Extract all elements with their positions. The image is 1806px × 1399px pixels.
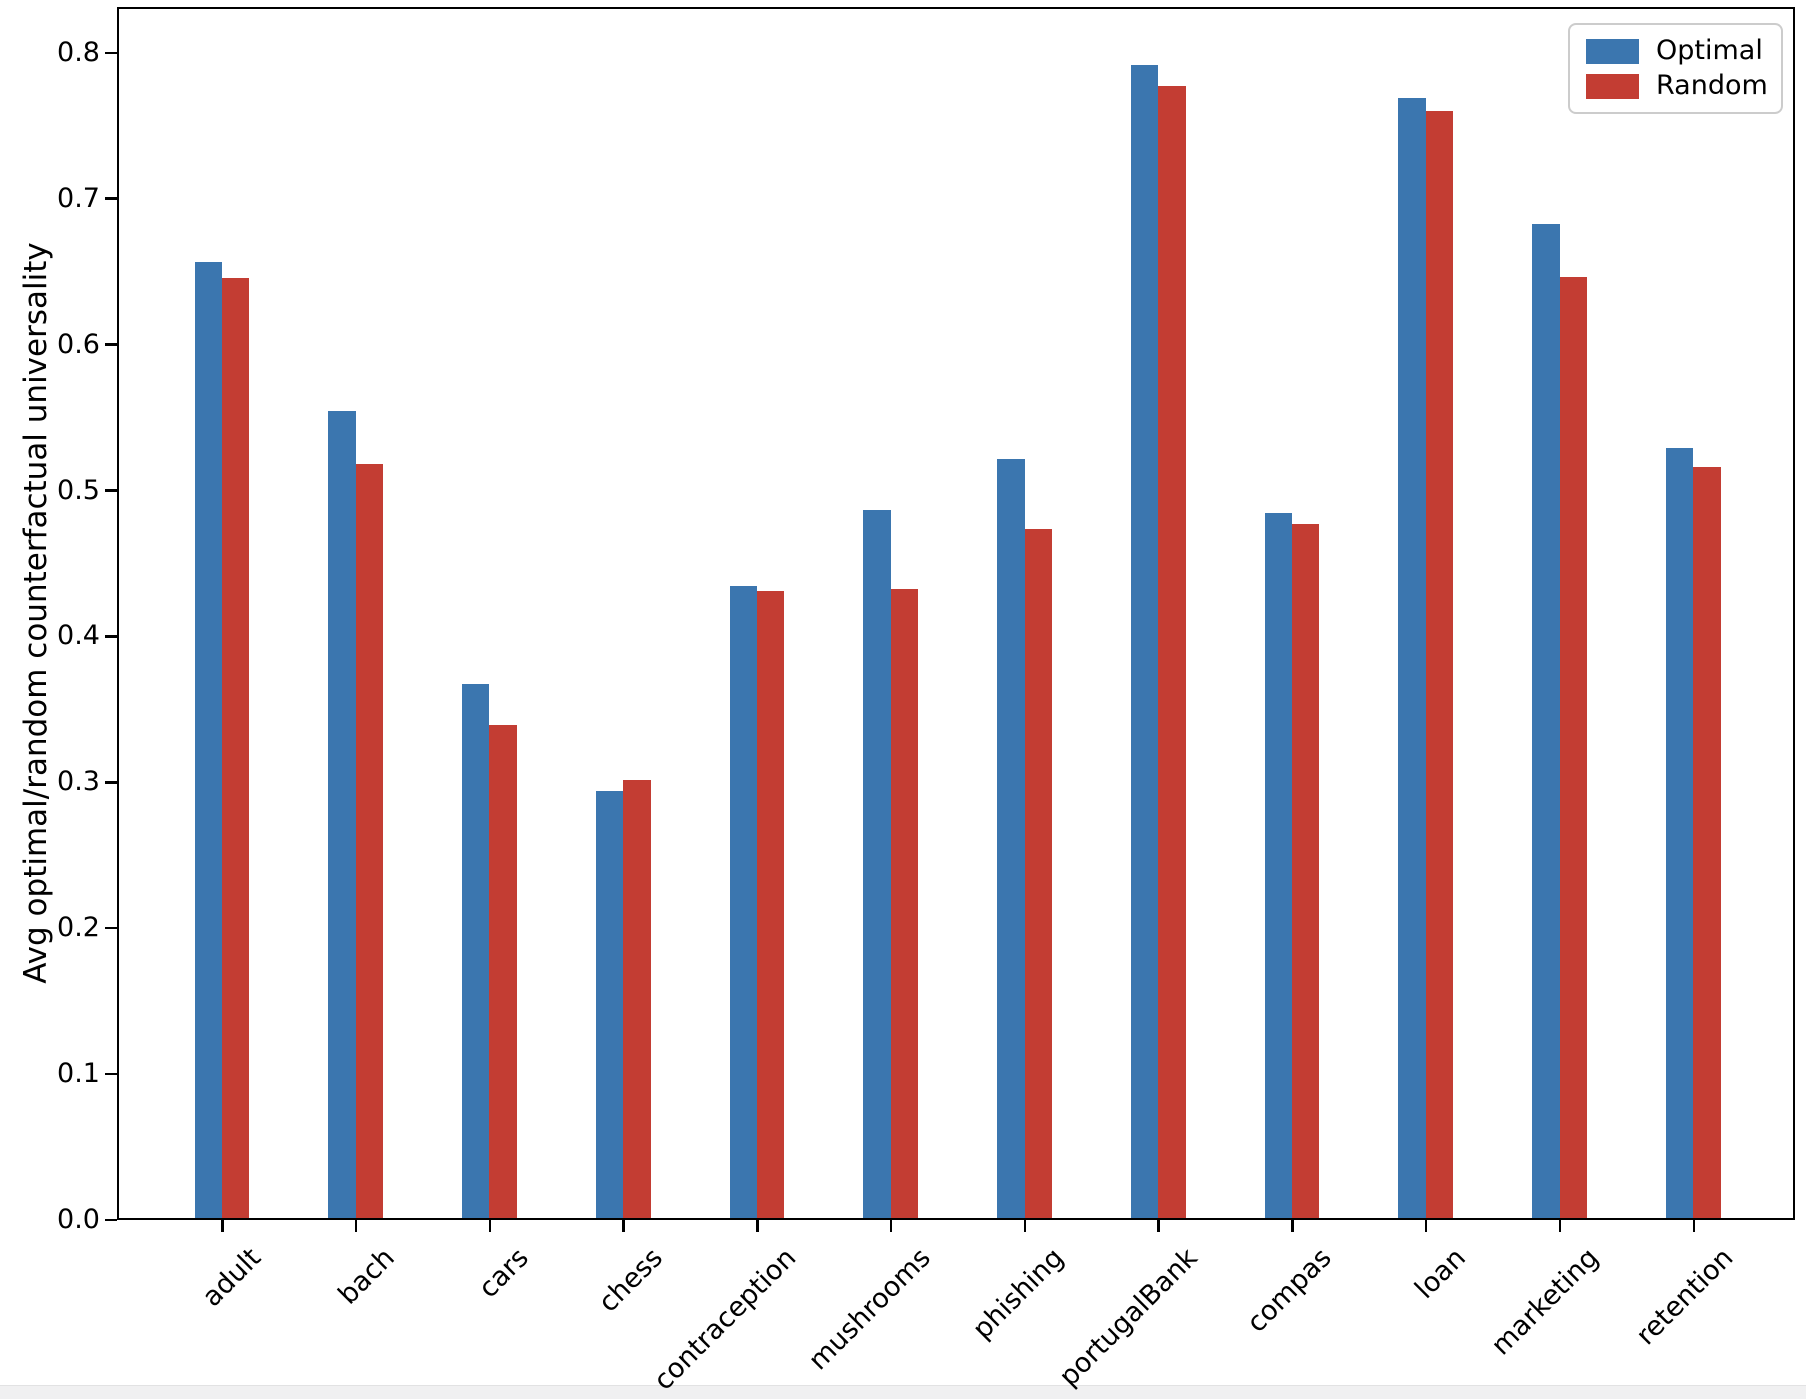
- bar-optimal-phishing: [997, 459, 1025, 1218]
- x-tick-mark: [1023, 1220, 1027, 1232]
- y-tick-mark: [105, 1072, 117, 1076]
- plot-area: [117, 7, 1795, 1220]
- y-tick-mark: [105, 635, 117, 638]
- x-tick-mark: [889, 1220, 893, 1232]
- bar-optimal-contraception: [729, 586, 757, 1218]
- x-tick-label-marketing: marketing: [1486, 1242, 1606, 1362]
- y-tick-label: 0.8: [57, 36, 100, 68]
- x-tick-label-compas: compas: [1241, 1242, 1338, 1339]
- bar-random-cars: [489, 724, 517, 1218]
- x-tick-mark: [488, 1220, 492, 1232]
- x-tick-label-loan: loan: [1408, 1242, 1472, 1306]
- x-tick-label-bach: bach: [332, 1242, 402, 1311]
- bar-random-phishing: [1024, 529, 1052, 1218]
- y-tick-label: 0.6: [57, 328, 100, 360]
- bar-optimal-compas: [1264, 513, 1293, 1218]
- bar-optimal-portugalBank: [1130, 65, 1159, 1218]
- y-tick-label: 0.1: [57, 1058, 100, 1090]
- legend: Optimal Random: [1568, 23, 1783, 114]
- legend-swatch-random: [1586, 73, 1639, 99]
- bar-random-adult: [221, 278, 250, 1218]
- y-tick-mark: [105, 51, 117, 55]
- y-tick-mark: [105, 926, 117, 930]
- bar-optimal-bach: [328, 411, 356, 1218]
- bar-optimal-retention: [1665, 447, 1694, 1218]
- legend-item-optimal: Optimal: [1586, 36, 1765, 66]
- x-tick-mark: [622, 1220, 625, 1232]
- bar-random-retention: [1693, 466, 1721, 1218]
- x-tick-mark: [756, 1220, 759, 1232]
- bar-random-compas: [1292, 523, 1320, 1218]
- y-tick-label: 0.2: [57, 912, 100, 944]
- x-tick-mark: [354, 1220, 358, 1232]
- y-tick-label: 0.4: [57, 620, 100, 652]
- x-tick-mark: [1558, 1220, 1562, 1232]
- x-tick-label-retention: retention: [1629, 1242, 1739, 1352]
- y-tick-label: 0.3: [57, 766, 100, 798]
- x-tick-mark: [1692, 1220, 1696, 1232]
- x-tick-mark: [1291, 1220, 1294, 1232]
- bar-random-loan: [1425, 110, 1454, 1218]
- x-tick-mark: [221, 1220, 224, 1232]
- y-tick-mark: [105, 489, 117, 492]
- bar-optimal-adult: [194, 262, 222, 1218]
- bar-optimal-loan: [1398, 97, 1426, 1218]
- legend-label-optimal: Optimal: [1656, 35, 1763, 66]
- bar-random-mushrooms: [890, 589, 919, 1218]
- bar-optimal-marketing: [1532, 224, 1560, 1218]
- x-tick-label-cars: cars: [473, 1242, 536, 1305]
- x-tick-mark: [1157, 1220, 1160, 1232]
- bar-random-portugalBank: [1158, 85, 1186, 1218]
- y-tick-label: 0.0: [57, 1204, 100, 1235]
- bar-optimal-cars: [462, 684, 490, 1218]
- bar-random-bach: [355, 463, 384, 1218]
- x-tick-label-adult: adult: [196, 1242, 268, 1313]
- bar-optimal-chess: [595, 790, 624, 1218]
- bar-random-chess: [623, 780, 651, 1218]
- x-tick-label-contraception: contraception: [648, 1242, 803, 1397]
- bar-optimal-mushrooms: [863, 510, 891, 1218]
- bar-random-contraception: [756, 590, 785, 1218]
- bar-random-marketing: [1559, 276, 1587, 1218]
- window-bottom-strip: [0, 1385, 1806, 1399]
- legend-swatch-optimal: [1586, 38, 1639, 64]
- x-tick-label-mushrooms: mushrooms: [802, 1242, 937, 1377]
- y-tick-mark: [105, 197, 117, 200]
- y-tick-label: 0.5: [57, 474, 100, 506]
- y-tick-mark: [105, 343, 117, 346]
- x-tick-label-chess: chess: [592, 1242, 669, 1319]
- legend-item-random: Random: [1586, 70, 1768, 101]
- x-tick-mark: [1424, 1220, 1428, 1232]
- y-tick-mark: [105, 781, 117, 784]
- x-tick-label-portugalBank: portugalBank: [1053, 1242, 1204, 1393]
- legend-label-random: Random: [1656, 70, 1768, 101]
- y-tick-mark: [105, 1218, 117, 1222]
- x-tick-label-phishing: phishing: [967, 1242, 1071, 1346]
- y-tick-label: 0.7: [57, 182, 100, 214]
